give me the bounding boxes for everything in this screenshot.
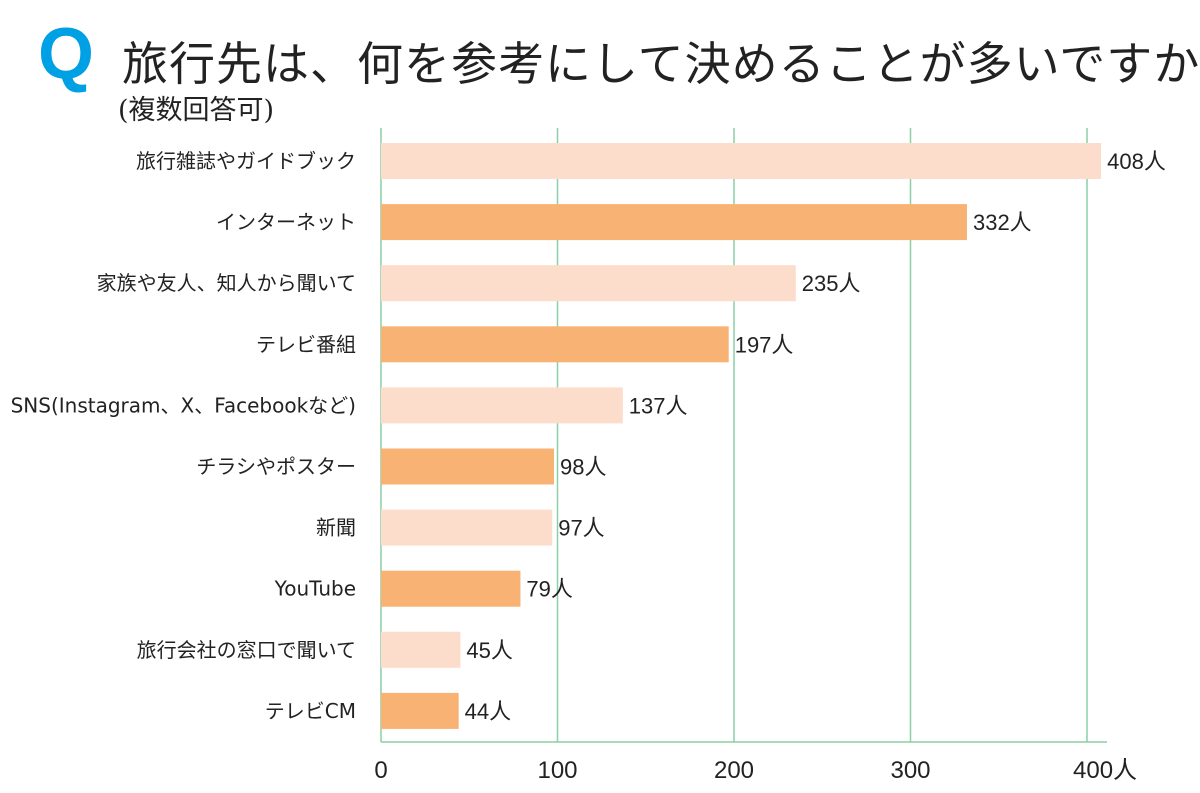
value-label: 44人 <box>465 699 511 724</box>
value-label: 45人 <box>466 638 512 663</box>
bar <box>381 570 521 607</box>
x-tick-label: 200 <box>714 757 754 784</box>
chart-subtitle: (複数回答可) <box>118 95 275 126</box>
bar <box>381 631 461 668</box>
value-label: 137人 <box>629 393 688 418</box>
category-label: テレビ番組 <box>256 332 356 356</box>
bar <box>381 509 553 546</box>
bar <box>381 143 1102 179</box>
category-label: 新聞 <box>316 516 356 540</box>
category-label: テレビCM <box>265 699 356 723</box>
x-tick-label: 400人 <box>1073 757 1137 784</box>
bar <box>381 204 967 241</box>
chart-title: 旅行先は、何を参考にして決めることが多いですか? <box>122 37 1200 91</box>
question-mark-q: Q <box>38 14 95 94</box>
value-label: 97人 <box>558 516 604 541</box>
x-tick-label: 100 <box>537 757 577 784</box>
value-label: 197人 <box>735 332 794 357</box>
bar <box>381 326 729 363</box>
bar <box>381 387 623 424</box>
value-label: 332人 <box>973 210 1032 235</box>
value-label: 235人 <box>802 271 861 296</box>
x-tick-label: 300 <box>890 757 930 784</box>
bar <box>381 448 554 485</box>
x-tick-label: 0 <box>374 757 387 784</box>
bar <box>381 265 796 302</box>
category-label: 家族や友人、知人から聞いて <box>97 271 356 295</box>
category-label: インターネット <box>216 210 356 234</box>
category-label: 旅行会社の窓口で聞いて <box>137 638 356 662</box>
category-label: 旅行雑誌やガイドブック <box>136 149 356 173</box>
category-label: YouTube <box>274 577 356 601</box>
value-label: 98人 <box>560 455 606 480</box>
category-label: チラシやポスター <box>196 455 356 479</box>
value-label: 408人 <box>1107 149 1166 174</box>
value-label: 79人 <box>526 577 572 602</box>
category-label: SNS(Instagram、X、Facebookなど) <box>11 393 356 417</box>
bar <box>381 692 459 729</box>
